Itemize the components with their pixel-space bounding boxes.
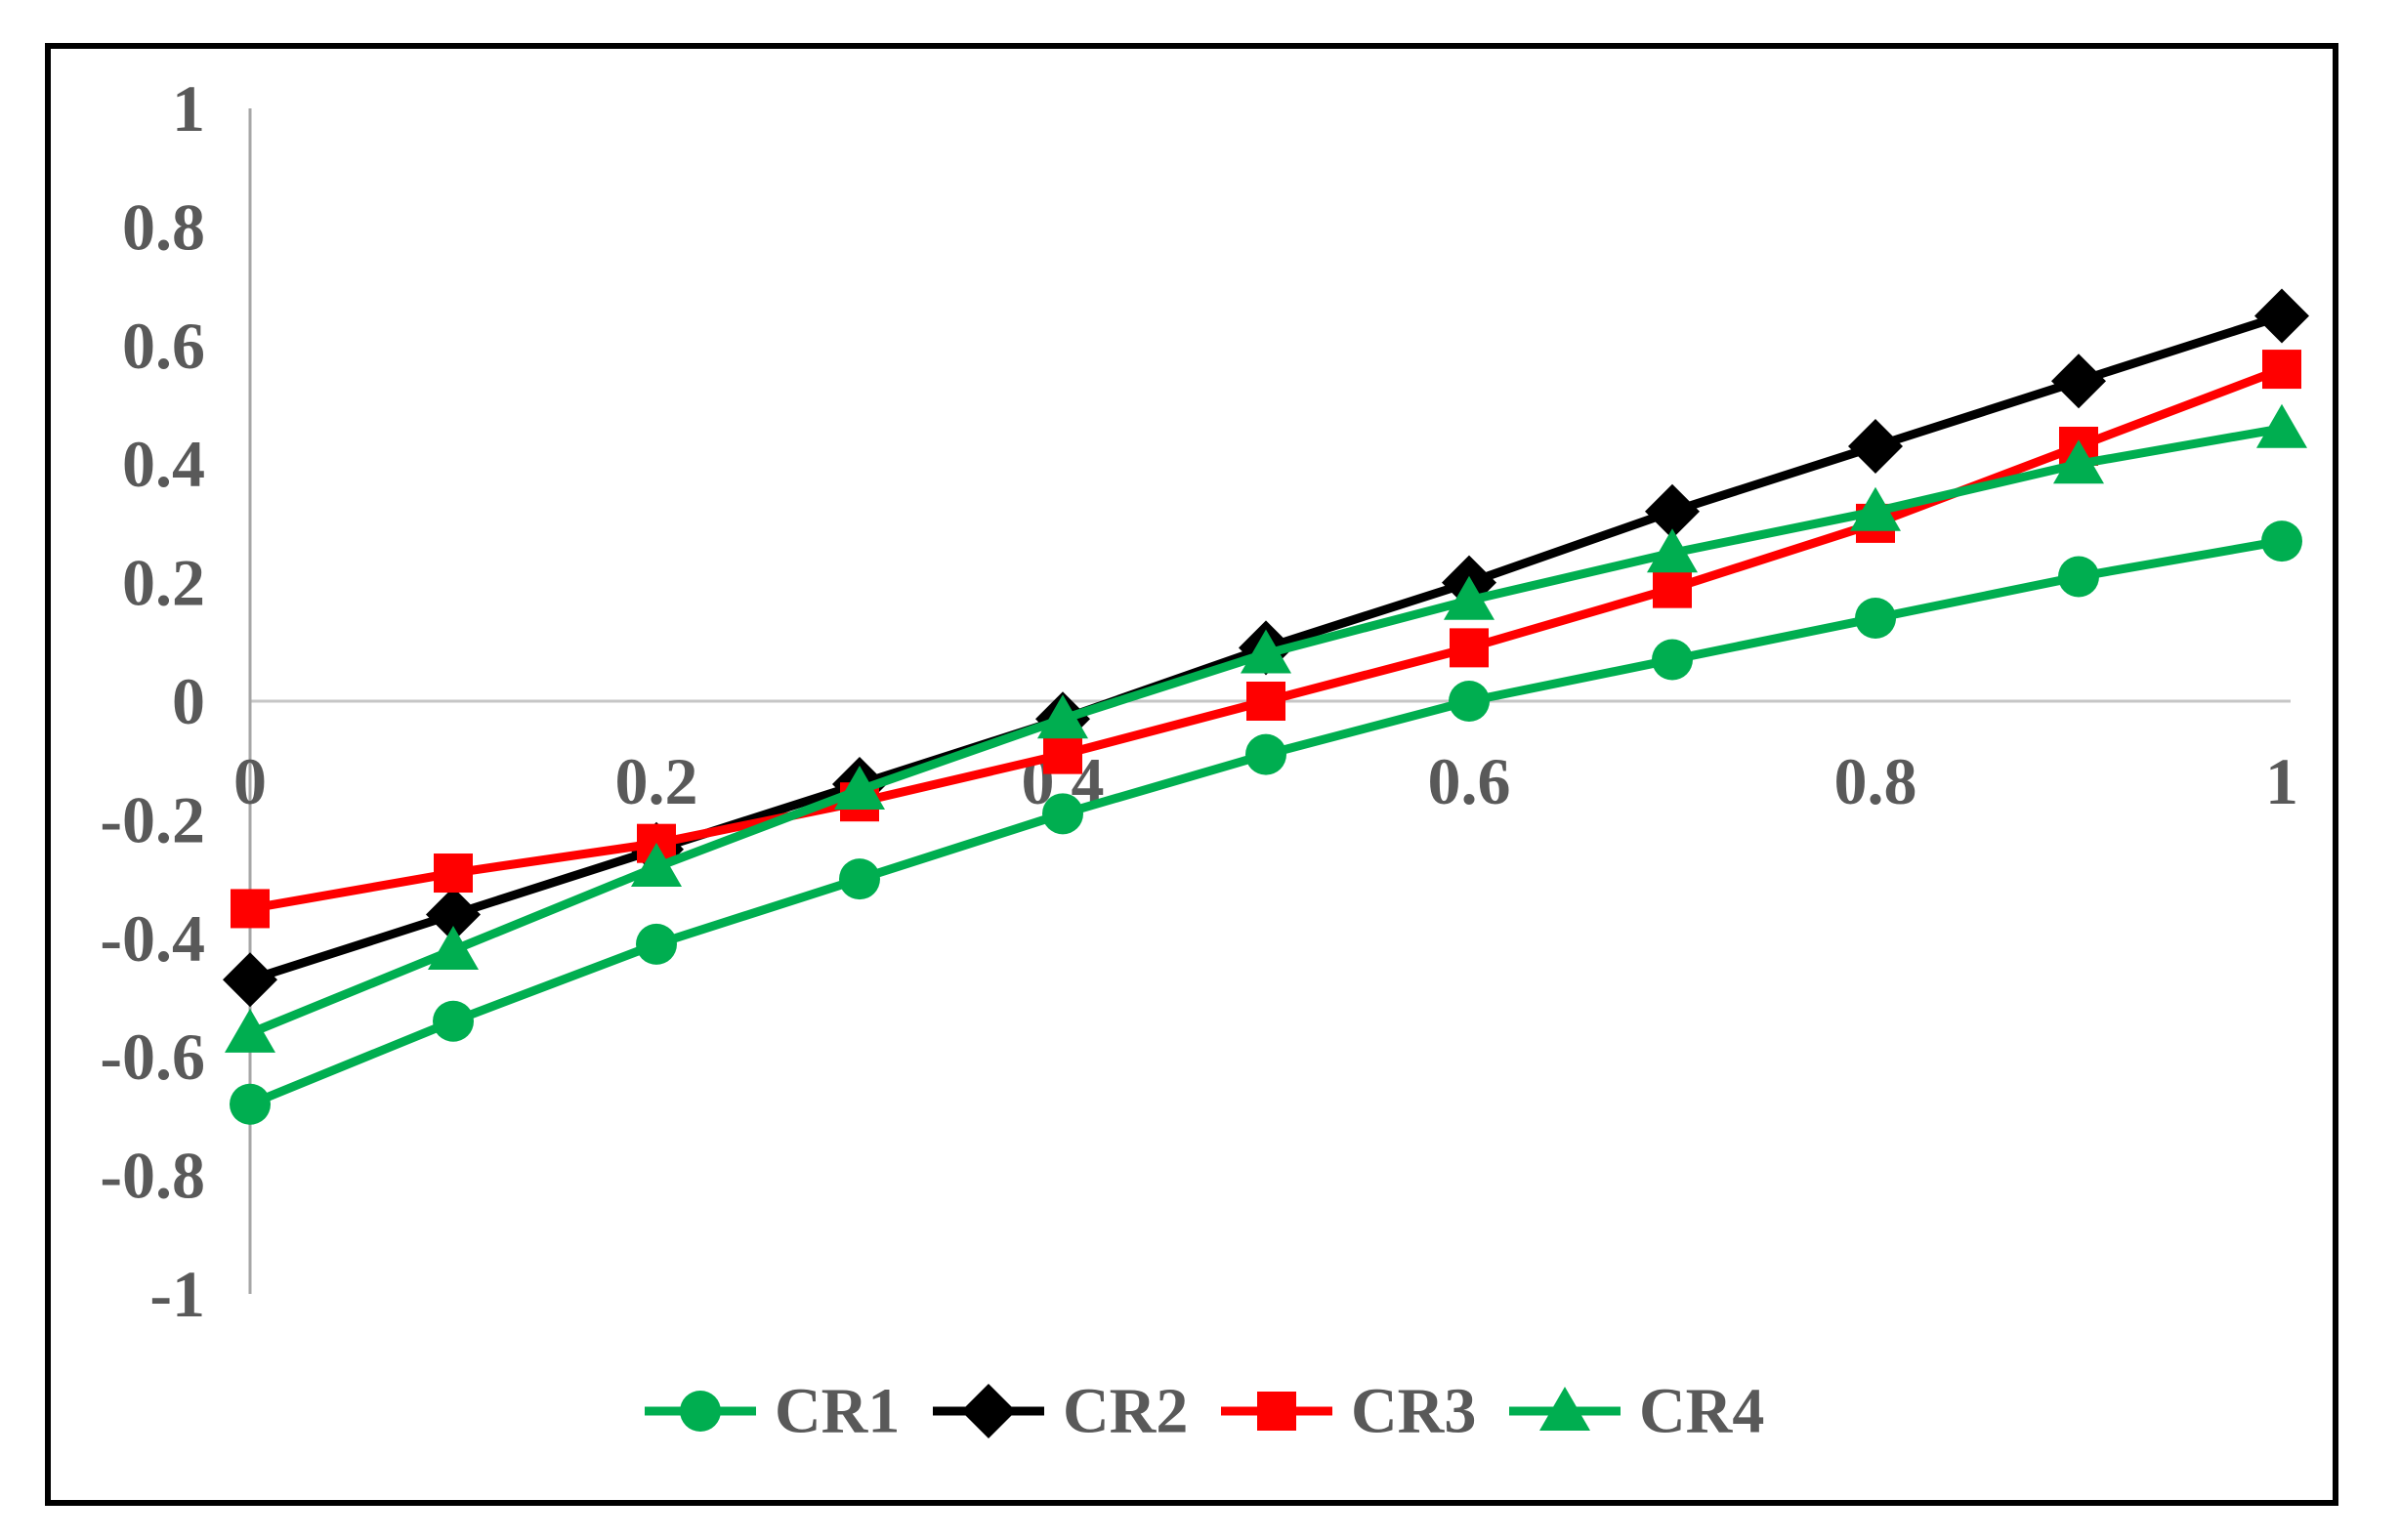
legend-label: CR4 [1639, 1376, 1764, 1447]
y-tick-label: 0.4 [122, 427, 205, 501]
cr3-marker [2262, 350, 2301, 390]
cr1-marker [1855, 598, 1896, 640]
legend-item-cr2: CR2 [933, 1376, 1188, 1447]
cr4-marker [1241, 629, 1291, 674]
cr4-marker [2256, 403, 2307, 448]
cr2-marker [223, 952, 277, 1008]
legend-item-cr4: CR4 [1509, 1376, 1764, 1447]
y-tick-label: 0 [172, 664, 205, 738]
cr3-marker [1653, 568, 1692, 608]
cr2-marker [426, 887, 481, 942]
legend-label: CR3 [1351, 1376, 1476, 1447]
y-tick-label: 1 [172, 71, 205, 146]
cr3-marker [1246, 682, 1285, 721]
cr4-marker [1850, 486, 1901, 531]
legend-circle-icon [680, 1391, 721, 1432]
series-cr1 [230, 520, 2302, 1125]
cr2-marker [1848, 418, 1903, 474]
y-tick-label: -0.4 [100, 901, 205, 976]
cr3-marker [1043, 734, 1082, 774]
x-tick-label: 0.8 [1834, 744, 1917, 818]
cr1-marker [2058, 556, 2099, 598]
cr4-marker [225, 1008, 275, 1053]
cr1-marker [230, 1083, 271, 1125]
y-tick-label: 0.6 [122, 309, 205, 383]
y-tick-label: 0.2 [122, 546, 205, 620]
cr1-marker [1652, 639, 1693, 681]
cr2-marker [2051, 354, 2106, 409]
legend-diamond-icon [961, 1384, 1016, 1438]
cr1-marker [1042, 793, 1083, 835]
cr1-marker [636, 923, 677, 965]
cr4-marker [2053, 439, 2104, 484]
x-tick-label: 0 [233, 744, 267, 818]
x-tick-label: 0.6 [1428, 744, 1511, 818]
cr4-marker [1037, 694, 1088, 739]
legend-item-cr3: CR3 [1221, 1376, 1476, 1447]
cr4-marker [428, 925, 479, 970]
cr2-marker [2254, 288, 2309, 344]
cr4-marker [834, 766, 885, 811]
x-tick-label: 0.2 [615, 744, 698, 818]
series-cr4 [225, 403, 2307, 1053]
x-tick-label: 1 [2265, 744, 2298, 818]
cr2-marker [1645, 483, 1700, 539]
cr1-marker [433, 1000, 474, 1042]
cr1-marker [2261, 520, 2302, 562]
y-tick-label: -0.6 [100, 1020, 205, 1094]
legend-label: CR1 [775, 1376, 900, 1447]
y-tick-label: -0.8 [100, 1139, 205, 1213]
cr3-marker [231, 889, 270, 929]
legend-triangle-icon [1539, 1387, 1590, 1431]
legend-label: CR2 [1063, 1376, 1188, 1447]
y-tick-label: -1 [149, 1257, 205, 1331]
cr4-marker [631, 842, 682, 887]
cr4-marker [1647, 528, 1698, 573]
y-tick-label: -0.2 [100, 782, 205, 856]
cr4-marker [1444, 575, 1495, 620]
cr1-marker [1245, 733, 1286, 775]
cr4-line [245, 424, 2287, 1038]
cr3-marker [434, 853, 473, 894]
legend-square-icon [1257, 1392, 1296, 1431]
y-tick-label: 0.8 [122, 189, 205, 264]
cr1-marker [839, 858, 880, 900]
cr1-marker [1449, 681, 1490, 722]
cr3-marker [1450, 628, 1489, 668]
legend-item-cr1: CR1 [645, 1376, 900, 1447]
